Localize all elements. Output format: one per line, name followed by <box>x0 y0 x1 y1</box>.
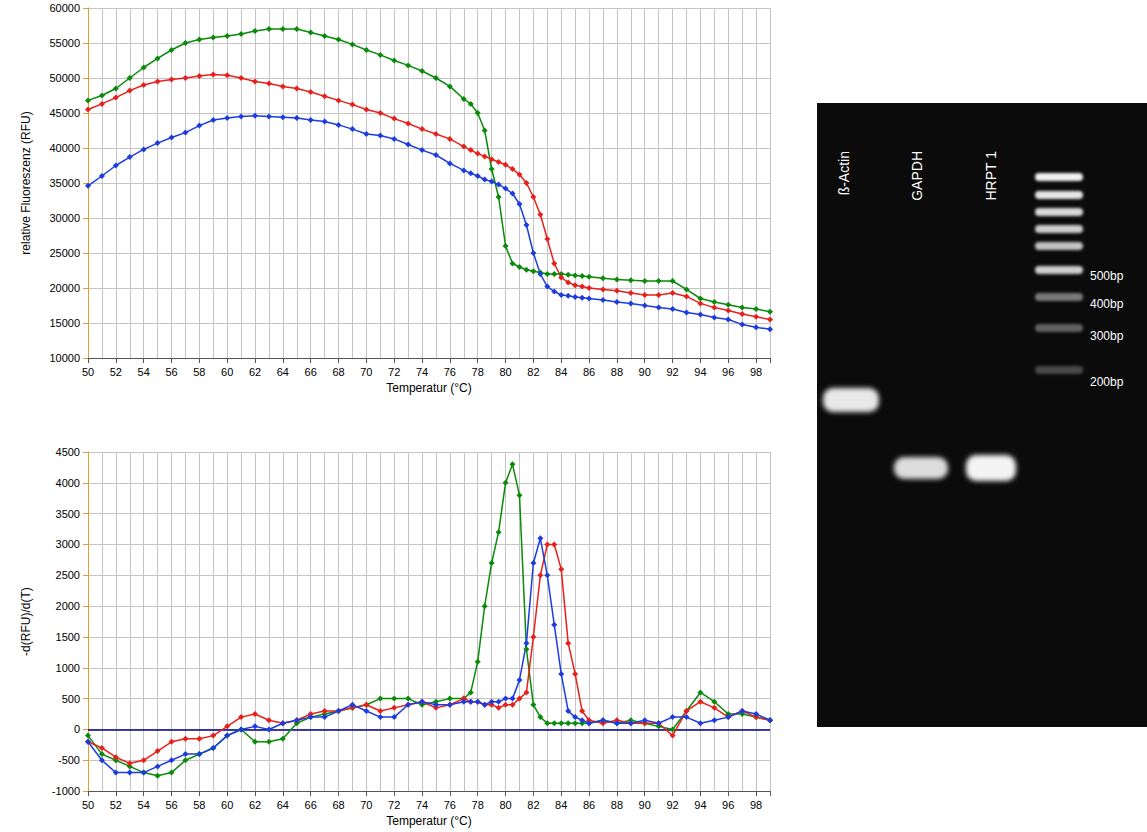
svg-text:86: 86 <box>583 366 595 378</box>
svg-text:relative Fluoreszenz (RFU): relative Fluoreszenz (RFU) <box>19 111 33 254</box>
svg-text:96: 96 <box>722 366 734 378</box>
svg-text:40000: 40000 <box>49 142 80 154</box>
svg-text:3000: 3000 <box>56 538 80 550</box>
svg-text:10000: 10000 <box>49 352 80 364</box>
svg-text:90: 90 <box>639 366 651 378</box>
svg-text:ß-Actin: ß-Actin <box>836 151 852 195</box>
svg-text:500: 500 <box>62 693 80 705</box>
svg-text:200bp: 200bp <box>1090 375 1124 389</box>
svg-text:88: 88 <box>611 799 623 811</box>
svg-text:15000: 15000 <box>49 317 80 329</box>
svg-text:74: 74 <box>416 366 428 378</box>
svg-text:68: 68 <box>332 366 344 378</box>
svg-text:50: 50 <box>82 799 94 811</box>
svg-text:76: 76 <box>444 366 456 378</box>
svg-text:64: 64 <box>277 366 289 378</box>
svg-text:82: 82 <box>527 366 539 378</box>
svg-text:64: 64 <box>277 799 289 811</box>
svg-text:96: 96 <box>722 799 734 811</box>
svg-text:54: 54 <box>138 799 150 811</box>
svg-text:45000: 45000 <box>49 107 80 119</box>
svg-text:56: 56 <box>165 366 177 378</box>
svg-text:300bp: 300bp <box>1090 329 1124 343</box>
svg-text:50000: 50000 <box>49 72 80 84</box>
svg-text:88: 88 <box>611 366 623 378</box>
svg-text:84: 84 <box>555 366 567 378</box>
svg-text:82: 82 <box>527 799 539 811</box>
svg-text:25000: 25000 <box>49 247 80 259</box>
svg-text:72: 72 <box>388 799 400 811</box>
svg-text:55000: 55000 <box>49 37 80 49</box>
svg-text:500bp: 500bp <box>1090 269 1124 283</box>
svg-text:35000: 35000 <box>49 177 80 189</box>
svg-text:52: 52 <box>110 366 122 378</box>
svg-text:80: 80 <box>499 799 511 811</box>
svg-text:52: 52 <box>110 799 122 811</box>
svg-text:62: 62 <box>249 799 261 811</box>
svg-text:92: 92 <box>666 366 678 378</box>
svg-text:2000: 2000 <box>56 600 80 612</box>
svg-text:94: 94 <box>694 366 706 378</box>
svg-text:58: 58 <box>193 799 205 811</box>
svg-text:66: 66 <box>305 799 317 811</box>
svg-text:54: 54 <box>138 366 150 378</box>
svg-text:1000: 1000 <box>56 662 80 674</box>
svg-text:Temperatur (°C): Temperatur (°C) <box>386 381 471 395</box>
svg-text:0: 0 <box>74 723 80 735</box>
svg-text:HRPT 1: HRPT 1 <box>983 151 999 201</box>
svg-text:50: 50 <box>82 366 94 378</box>
svg-text:400bp: 400bp <box>1090 297 1124 311</box>
svg-text:80: 80 <box>499 366 511 378</box>
svg-text:78: 78 <box>472 799 484 811</box>
svg-text:66: 66 <box>305 366 317 378</box>
svg-text:60000: 60000 <box>49 2 80 14</box>
svg-text:3500: 3500 <box>56 508 80 520</box>
svg-text:98: 98 <box>750 799 762 811</box>
svg-text:78: 78 <box>472 366 484 378</box>
svg-text:84: 84 <box>555 799 567 811</box>
svg-text:30000: 30000 <box>49 212 80 224</box>
svg-text:4000: 4000 <box>56 477 80 489</box>
svg-text:74: 74 <box>416 799 428 811</box>
svg-text:62: 62 <box>249 366 261 378</box>
svg-text:Temperatur (°C): Temperatur (°C) <box>386 814 471 828</box>
svg-text:92: 92 <box>666 799 678 811</box>
svg-text:94: 94 <box>694 799 706 811</box>
svg-text:68: 68 <box>332 799 344 811</box>
svg-text:76: 76 <box>444 799 456 811</box>
svg-text:70: 70 <box>360 366 372 378</box>
svg-text:58: 58 <box>193 366 205 378</box>
svg-text:4500: 4500 <box>56 446 80 458</box>
svg-text:60: 60 <box>221 799 233 811</box>
svg-text:20000: 20000 <box>49 282 80 294</box>
svg-text:GAPDH: GAPDH <box>909 151 925 201</box>
svg-text:70: 70 <box>360 799 372 811</box>
svg-text:1500: 1500 <box>56 631 80 643</box>
svg-text:-500: -500 <box>58 754 80 766</box>
svg-text:60: 60 <box>221 366 233 378</box>
svg-text:-d(RFU)/d(T): -d(RFU)/d(T) <box>19 587 33 656</box>
svg-text:72: 72 <box>388 366 400 378</box>
svg-text:86: 86 <box>583 799 595 811</box>
svg-text:56: 56 <box>165 799 177 811</box>
svg-text:2500: 2500 <box>56 569 80 581</box>
svg-text:90: 90 <box>639 799 651 811</box>
svg-text:-1000: -1000 <box>52 785 80 797</box>
svg-text:98: 98 <box>750 366 762 378</box>
